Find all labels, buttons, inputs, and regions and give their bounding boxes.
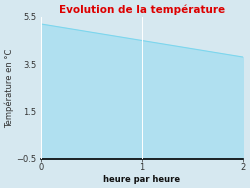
X-axis label: heure par heure: heure par heure xyxy=(104,175,180,184)
Title: Evolution de la température: Evolution de la température xyxy=(59,4,225,15)
Y-axis label: Température en °C: Température en °C xyxy=(4,48,14,127)
